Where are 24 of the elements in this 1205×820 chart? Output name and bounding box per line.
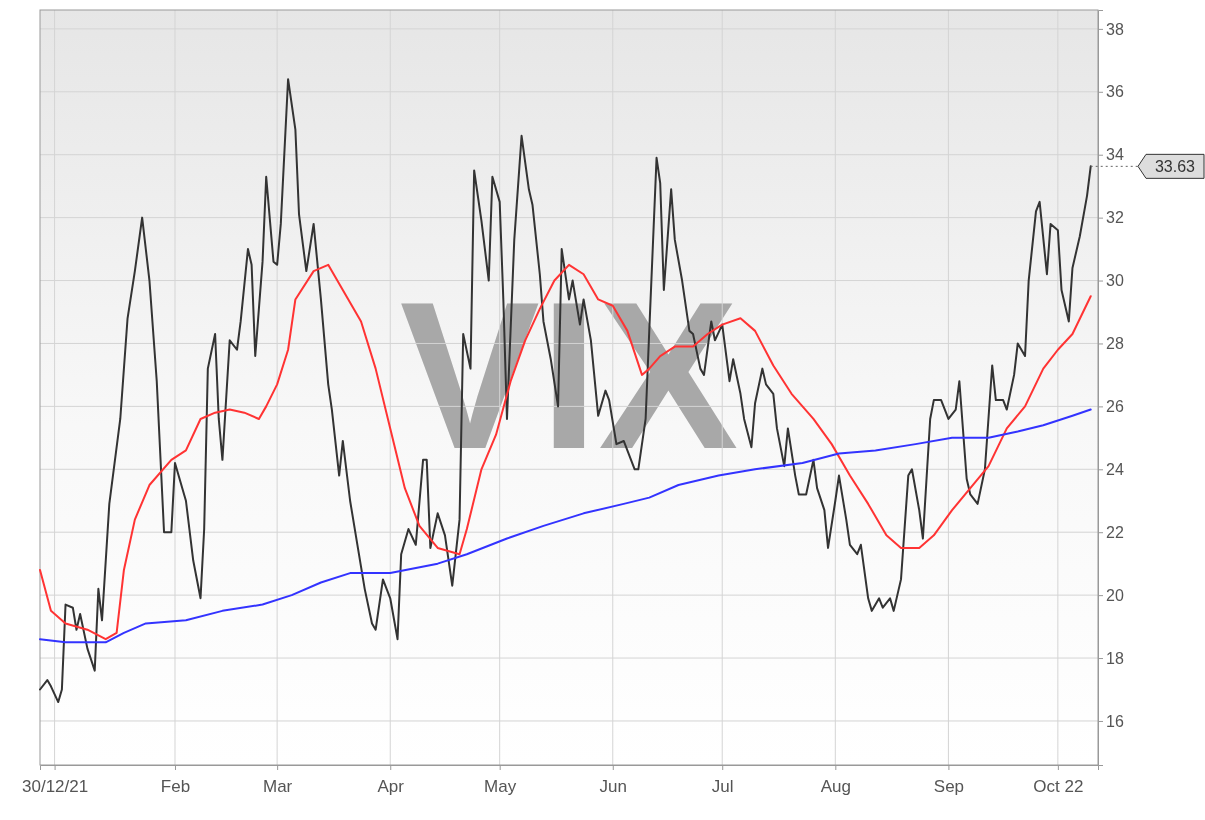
line-series: [39, 78, 1092, 704]
y-tick-label: 26: [1106, 397, 1124, 415]
x-tick-label: Mar: [263, 776, 293, 796]
x-tick-label: May: [484, 776, 517, 796]
x-tick-label: Aug: [820, 776, 851, 796]
x-tick-label: Oct 22: [1033, 776, 1084, 796]
x-tick-label: 30/12/21: [22, 776, 89, 796]
x-tick-label: Jun: [599, 776, 627, 796]
x-tick-label: Jul: [711, 776, 734, 796]
y-tick-label: 32: [1106, 209, 1124, 227]
y-tick-label: 36: [1106, 83, 1124, 101]
y-tick-label: 16: [1106, 712, 1124, 730]
y-tick-label: 34: [1106, 146, 1124, 164]
y-tick-label: 30: [1106, 272, 1124, 290]
x-tick-label: Sep: [933, 776, 965, 796]
x-tick-label: Apr: [377, 776, 405, 796]
y-tick-label: 24: [1106, 460, 1124, 478]
y-tick-label: 18: [1106, 649, 1124, 667]
x-tick-label: Feb: [160, 776, 191, 796]
y-tick-label: 20: [1106, 586, 1124, 604]
annotation: 33.63: [1154, 158, 1196, 176]
y-tick-label: 28: [1106, 335, 1124, 353]
y-tick-label: 22: [1106, 523, 1124, 541]
y-tick-label: 38: [1106, 20, 1124, 38]
